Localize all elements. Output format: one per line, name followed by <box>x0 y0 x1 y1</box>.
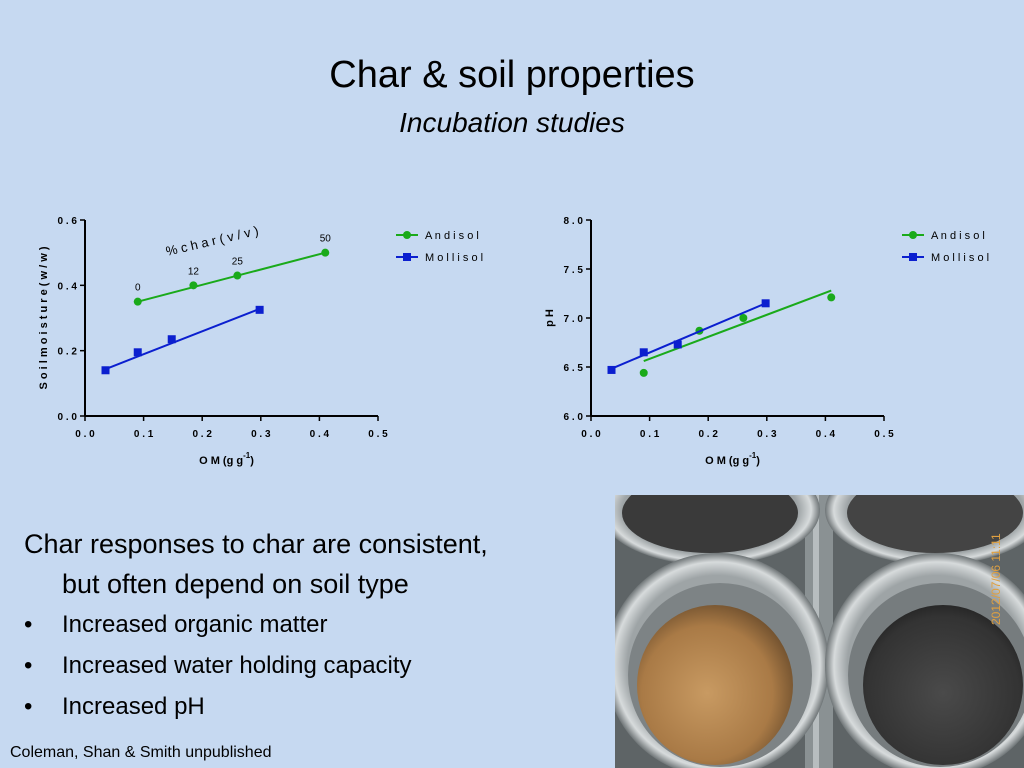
body-text: Char responses to char are consistent, b… <box>24 524 614 727</box>
body-lead-line2: but often depend on soil type <box>62 569 409 599</box>
x-axis-label-text: O M (g g <box>199 455 243 467</box>
data-point <box>101 366 110 375</box>
bullet-text: Increased organic matter <box>62 611 328 638</box>
x-tick-label: 0 . 1 <box>134 429 154 440</box>
y-tick-label: 7 . 5 <box>564 265 584 276</box>
y-tick-label: 0 . 2 <box>58 347 78 358</box>
x-tick-label: 0 . 3 <box>757 429 777 440</box>
legend-label: A n d i s o l <box>931 230 985 242</box>
incubation-photo: 2012/07/06 11:11 <box>615 495 1024 768</box>
legend-label: M o l l i s o l <box>425 252 483 264</box>
data-point <box>189 281 198 290</box>
y-axis-label: p H <box>544 309 556 327</box>
x-axis-label-text: O M (g g <box>705 455 749 467</box>
legend-label: A n d i s o l <box>425 230 479 242</box>
chart-annotation: % c h a r ( v / v ) <box>164 223 260 259</box>
data-point <box>673 340 682 349</box>
legend-label: M o l l i s o l <box>931 252 989 264</box>
data-point <box>761 299 770 308</box>
y-tick-label: 0 . 0 <box>58 412 78 423</box>
soil-moisture-chart: 0 . 0 0 . 1 0 . 2 0 . 3 0 . 4 0 . 5 0 . 0 0 . 2… <box>38 216 483 467</box>
bullet-item: • Increased organic matter <box>24 604 614 645</box>
data-point <box>639 348 648 357</box>
data-point <box>607 365 616 374</box>
data-point <box>827 293 836 302</box>
data-point <box>739 314 748 322</box>
legend-marker <box>403 231 411 239</box>
x-tick-label: 0 . 0 <box>581 429 601 440</box>
x-axis-label: O M (g g-1) <box>199 451 254 467</box>
y-tick-label: 0 . 4 <box>58 281 78 292</box>
data-label: 50 <box>320 234 332 245</box>
bullet-marker: • <box>24 611 33 638</box>
trend-line <box>102 307 260 372</box>
incubation-jars-image: 2012/07/06 11:11 <box>615 495 1024 768</box>
trend-line <box>137 251 326 303</box>
data-label: 12 <box>188 266 200 277</box>
bullet-text: Increased water holding capacity <box>62 652 412 679</box>
legend-marker <box>909 231 917 239</box>
x-tick-label: 0 . 3 <box>251 429 271 440</box>
slide-subtitle: Incubation studies <box>399 107 625 138</box>
data-point <box>233 271 242 280</box>
bullet-marker: • <box>24 652 33 679</box>
x-tick-label: 0 . 4 <box>816 429 836 440</box>
data-point <box>133 297 142 306</box>
slide-title: Char & soil properties <box>329 54 695 96</box>
trend-line <box>608 302 767 371</box>
x-axis-label-close: ) <box>756 455 760 467</box>
bullet-text: Increased pH <box>62 693 205 720</box>
x-axis-label-superscript: -1 <box>243 451 251 460</box>
x-axis-label-superscript: -1 <box>749 451 757 460</box>
bullet-item: • Increased water holding capacity <box>24 645 614 686</box>
y-tick-label: 6 . 0 <box>564 412 584 423</box>
y-tick-label: 0 . 6 <box>58 216 78 227</box>
y-tick-label: 7 . 0 <box>564 314 584 325</box>
body-lead-line1: Char responses to char are consistent, <box>24 529 488 559</box>
legend-marker <box>909 253 917 261</box>
x-tick-label: 0 . 2 <box>698 429 718 440</box>
x-tick-label: 0 . 2 <box>192 429 212 440</box>
bullet-list: • Increased organic matter • Increased wat… <box>24 604 614 727</box>
ph-chart: 0 . 0 0 . 1 0 . 2 0 . 3 0 . 4 0 . 5 6 . 0 6 . 5… <box>544 216 989 467</box>
x-axis-label-close: ) <box>250 455 254 467</box>
trend-line <box>643 289 832 363</box>
x-tick-label: 0 . 0 <box>75 429 95 440</box>
x-tick-label: 0 . 1 <box>640 429 660 440</box>
data-point <box>639 368 648 377</box>
x-axis-label: O M (g g-1) <box>705 451 760 467</box>
x-tick-label: 0 . 5 <box>874 429 894 440</box>
y-tick-label: 6 . 5 <box>564 363 584 374</box>
data-point <box>167 335 176 344</box>
credit-note: Coleman, Shan & Smith unpublished <box>10 744 272 761</box>
legend-marker <box>403 253 411 261</box>
y-tick-label: 8 . 0 <box>564 216 584 227</box>
x-tick-label: 0 . 5 <box>368 429 388 440</box>
data-point <box>255 305 264 314</box>
data-label: 25 <box>232 257 244 268</box>
data-point <box>321 248 330 257</box>
bullet-marker: • <box>24 693 33 720</box>
y-axis-label: S o i l m o i s t u r e ( w / w ) <box>38 246 50 389</box>
data-point <box>133 348 142 357</box>
photo-date-stamp: 2012/07/06 11:11 <box>989 533 1003 625</box>
x-tick-label: 0 . 4 <box>310 429 330 440</box>
bullet-item: • Increased pH <box>24 686 614 727</box>
data-label: 0 <box>135 283 141 294</box>
